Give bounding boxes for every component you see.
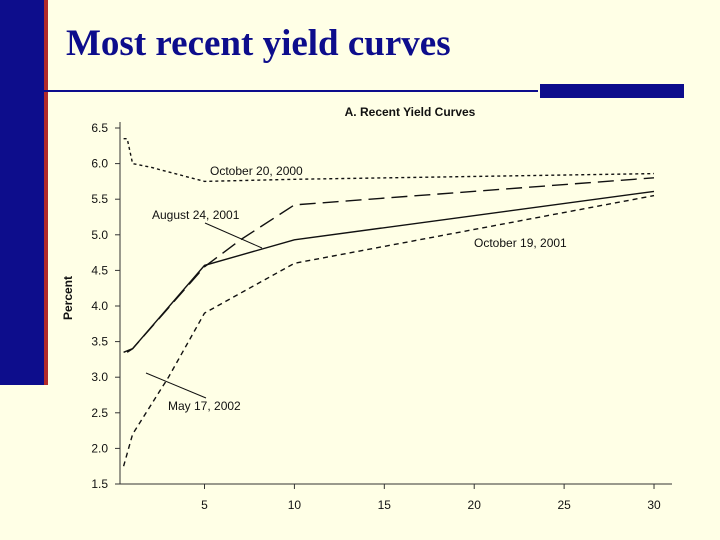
slide-title: Most recent yield curves	[66, 23, 451, 64]
series-annotation-1: August 24, 2001	[152, 208, 240, 222]
title-rule	[18, 90, 538, 92]
title-rule-box	[540, 84, 684, 98]
y-tick-label: 2.5	[91, 406, 108, 420]
x-tick-label: 30	[647, 498, 661, 512]
y-axis-label: Percent	[61, 276, 75, 320]
series-annotation-3: May 17, 2002	[168, 399, 241, 413]
y-tick-label: 6.5	[91, 121, 108, 135]
annotation-leader	[145, 372, 207, 399]
series-annotation-2: October 19, 2001	[474, 236, 567, 250]
y-tick-label: 5.0	[91, 228, 108, 242]
chart-title: A. Recent Yield Curves	[345, 105, 476, 119]
y-tick-label: 4.0	[91, 299, 108, 313]
y-tick-label: 3.5	[91, 335, 108, 349]
series-line-0	[123, 138, 655, 183]
y-tick-label: 6.0	[91, 157, 108, 171]
y-tick-label: 5.5	[91, 192, 108, 206]
left-accent-bar	[0, 0, 48, 385]
y-tick-label: 1.5	[91, 477, 108, 491]
left-accent-edge	[44, 0, 48, 385]
x-tick-label: 20	[468, 498, 482, 512]
y-tick-label: 2.0	[91, 441, 108, 455]
x-tick-label: 10	[288, 498, 302, 512]
x-tick-label: 5	[201, 498, 208, 512]
series-layer	[122, 138, 655, 467]
annotation-layer: October 20, 2000 August 24, 2001 October 1…	[145, 164, 567, 413]
axes: 6.5 6.0 5.5 5.0 4.5 4.0 3.5 3.0 2.5 2.0 1.5 5 10 15 20…	[91, 121, 672, 512]
y-tick-label: 4.5	[91, 263, 108, 277]
series-annotation-0: October 20, 2000	[210, 164, 303, 178]
series-line-3	[122, 194, 655, 467]
x-tick-label: 25	[557, 498, 571, 512]
y-tick-label: 3.0	[91, 370, 108, 384]
x-tick-label: 15	[378, 498, 392, 512]
series-line-2	[123, 190, 655, 353]
annotation-leader	[204, 222, 263, 249]
